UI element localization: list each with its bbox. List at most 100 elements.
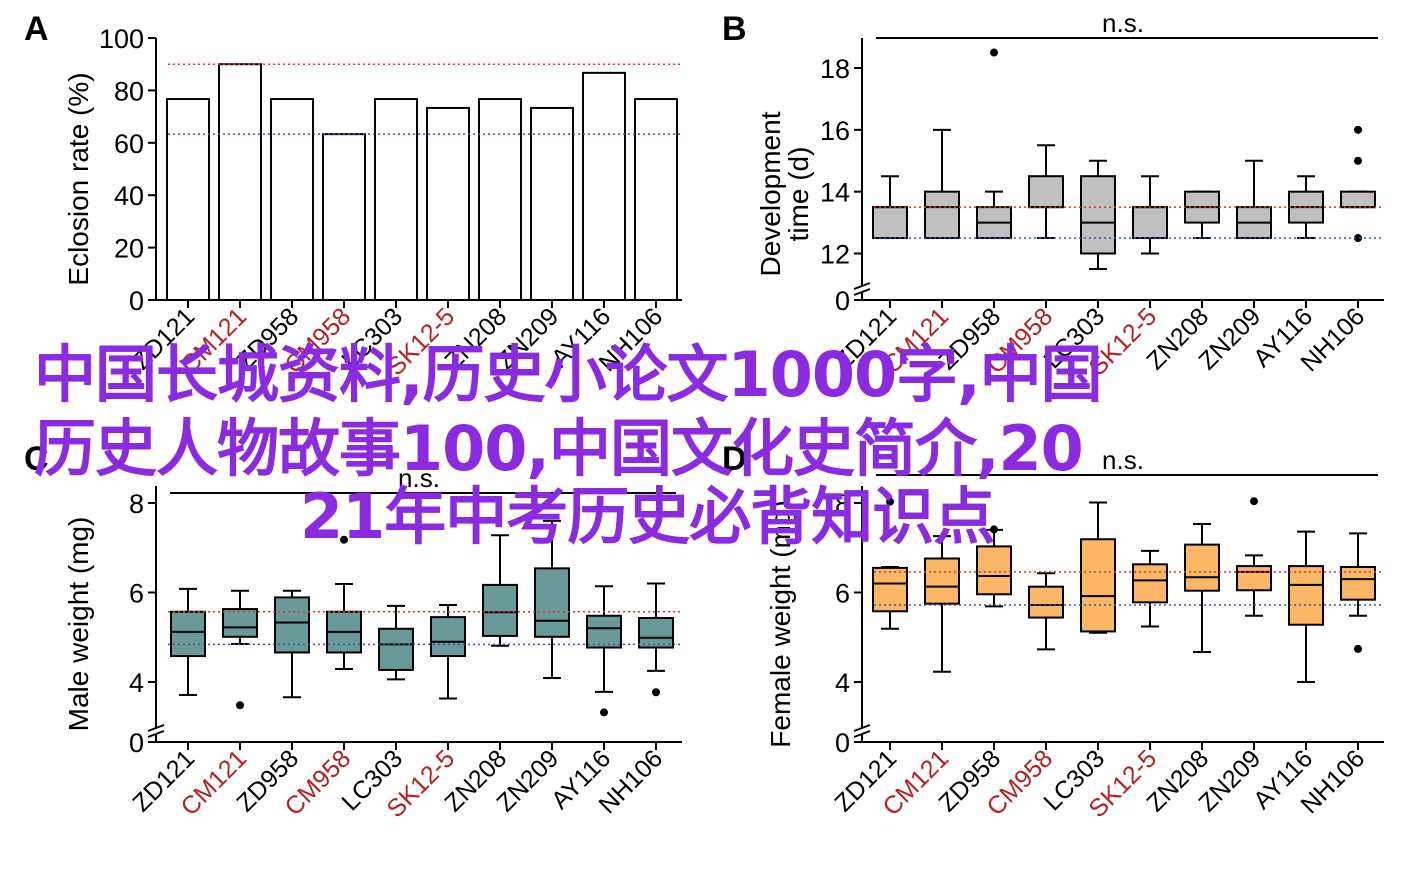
panel-letter-d: D [722, 440, 747, 478]
box-iqr [534, 567, 570, 638]
box-zd958 [274, 589, 310, 699]
box-lc303 [378, 604, 414, 681]
box-cm958 [326, 535, 362, 671]
box-iqr [274, 596, 310, 654]
outlier-point [990, 525, 998, 534]
box-iqr [1132, 563, 1168, 604]
box-zd121 [872, 175, 908, 240]
outlier-point [1354, 156, 1362, 165]
box-zn208 [1184, 190, 1220, 240]
box-ay116 [586, 585, 622, 717]
box-iqr [482, 583, 518, 637]
outlier-point [1354, 234, 1362, 243]
y-axis-title: Male weight (mg) [63, 517, 94, 732]
outlier-point [886, 497, 894, 506]
box-nh106 [638, 582, 674, 697]
box-iqr [378, 627, 414, 671]
y-axis-title: Developmenttime (d) [755, 111, 814, 276]
box-iqr [924, 190, 960, 240]
box-zn209 [534, 519, 570, 679]
box-iqr [1080, 175, 1116, 255]
bar-zn208 [478, 98, 522, 301]
box-iqr [222, 608, 258, 638]
bar-zd958 [270, 98, 314, 301]
box-iqr [872, 206, 908, 240]
bar-cm121 [218, 63, 262, 301]
bar-zn209 [530, 106, 574, 302]
panel-letter-a: A [24, 10, 49, 48]
y-axis-title: Eclosion rate (%) [63, 72, 94, 285]
y-tick-label: 0 [835, 728, 850, 758]
axis-break-mark [853, 282, 871, 296]
box-zd121 [872, 497, 908, 630]
y-tick-label: 100 [99, 24, 144, 54]
y-tick-label: 8 [835, 489, 850, 519]
box-cm958 [1028, 144, 1064, 240]
y-tick-label: 16 [820, 116, 850, 146]
box-zn209 [1236, 497, 1272, 617]
box-cm121 [924, 128, 960, 240]
y-tick-label: 80 [114, 76, 144, 106]
y-tick-label: 40 [114, 181, 144, 211]
box-cm958 [1028, 572, 1064, 651]
significance-label: n.s. [1102, 445, 1144, 475]
box-zd958 [976, 48, 1012, 240]
box-sk12-5 [430, 604, 466, 700]
box-cm121 [222, 589, 258, 710]
box-iqr [976, 545, 1012, 596]
outlier-point [340, 535, 348, 544]
box-zn208 [482, 534, 518, 647]
box-iqr [638, 617, 674, 649]
box-ay116 [1288, 530, 1324, 683]
box-iqr [1340, 190, 1376, 209]
y-tick-label: 4 [835, 668, 850, 698]
box-iqr [1236, 565, 1272, 592]
y-tick-label: 0 [129, 728, 144, 758]
panel-letter-b: B [722, 10, 747, 48]
bar-nh106 [634, 98, 678, 301]
box-iqr [170, 610, 206, 658]
significance-label: n.s. [1102, 8, 1144, 38]
bar-zd121 [166, 98, 210, 301]
outlier-point [1354, 644, 1362, 653]
outlier-point [600, 708, 608, 717]
box-sk12-5 [1132, 549, 1168, 628]
y-axis-title: Female weight (mg) [765, 500, 796, 747]
box-sk12-5 [1132, 175, 1168, 255]
box-iqr [1028, 585, 1064, 619]
box-nh106 [1340, 532, 1376, 653]
box-iqr [1080, 538, 1116, 633]
y-tick-label: 6 [129, 579, 144, 609]
y-tick-label: 0 [129, 286, 144, 316]
bar-sk12-5 [426, 106, 470, 302]
outlier-point [990, 48, 998, 57]
bar-ay116 [582, 71, 626, 302]
outlier-point [1250, 497, 1258, 506]
y-tick-label: 8 [129, 489, 144, 519]
box-zd958 [976, 525, 1012, 608]
axis-break-mark [853, 724, 871, 738]
box-cm121 [924, 535, 960, 673]
box-iqr [1340, 565, 1376, 601]
y-tick-label: 4 [129, 668, 144, 698]
panel-letter-c: C [24, 440, 49, 478]
significance-label: n.s. [398, 463, 440, 493]
y-tick-label: 6 [835, 579, 850, 609]
y-tick-label: 18 [820, 54, 850, 84]
axis-break-mark [147, 724, 165, 738]
bar-lc303 [374, 98, 418, 301]
box-iqr [872, 566, 908, 613]
box-lc303 [1080, 159, 1116, 270]
box-zd121 [170, 587, 206, 696]
box-iqr [924, 557, 960, 605]
box-iqr [586, 614, 622, 649]
y-tick-label: 60 [114, 129, 144, 159]
outlier-point [652, 688, 660, 697]
outlier-point [1354, 125, 1362, 134]
y-tick-label: 0 [835, 286, 850, 316]
